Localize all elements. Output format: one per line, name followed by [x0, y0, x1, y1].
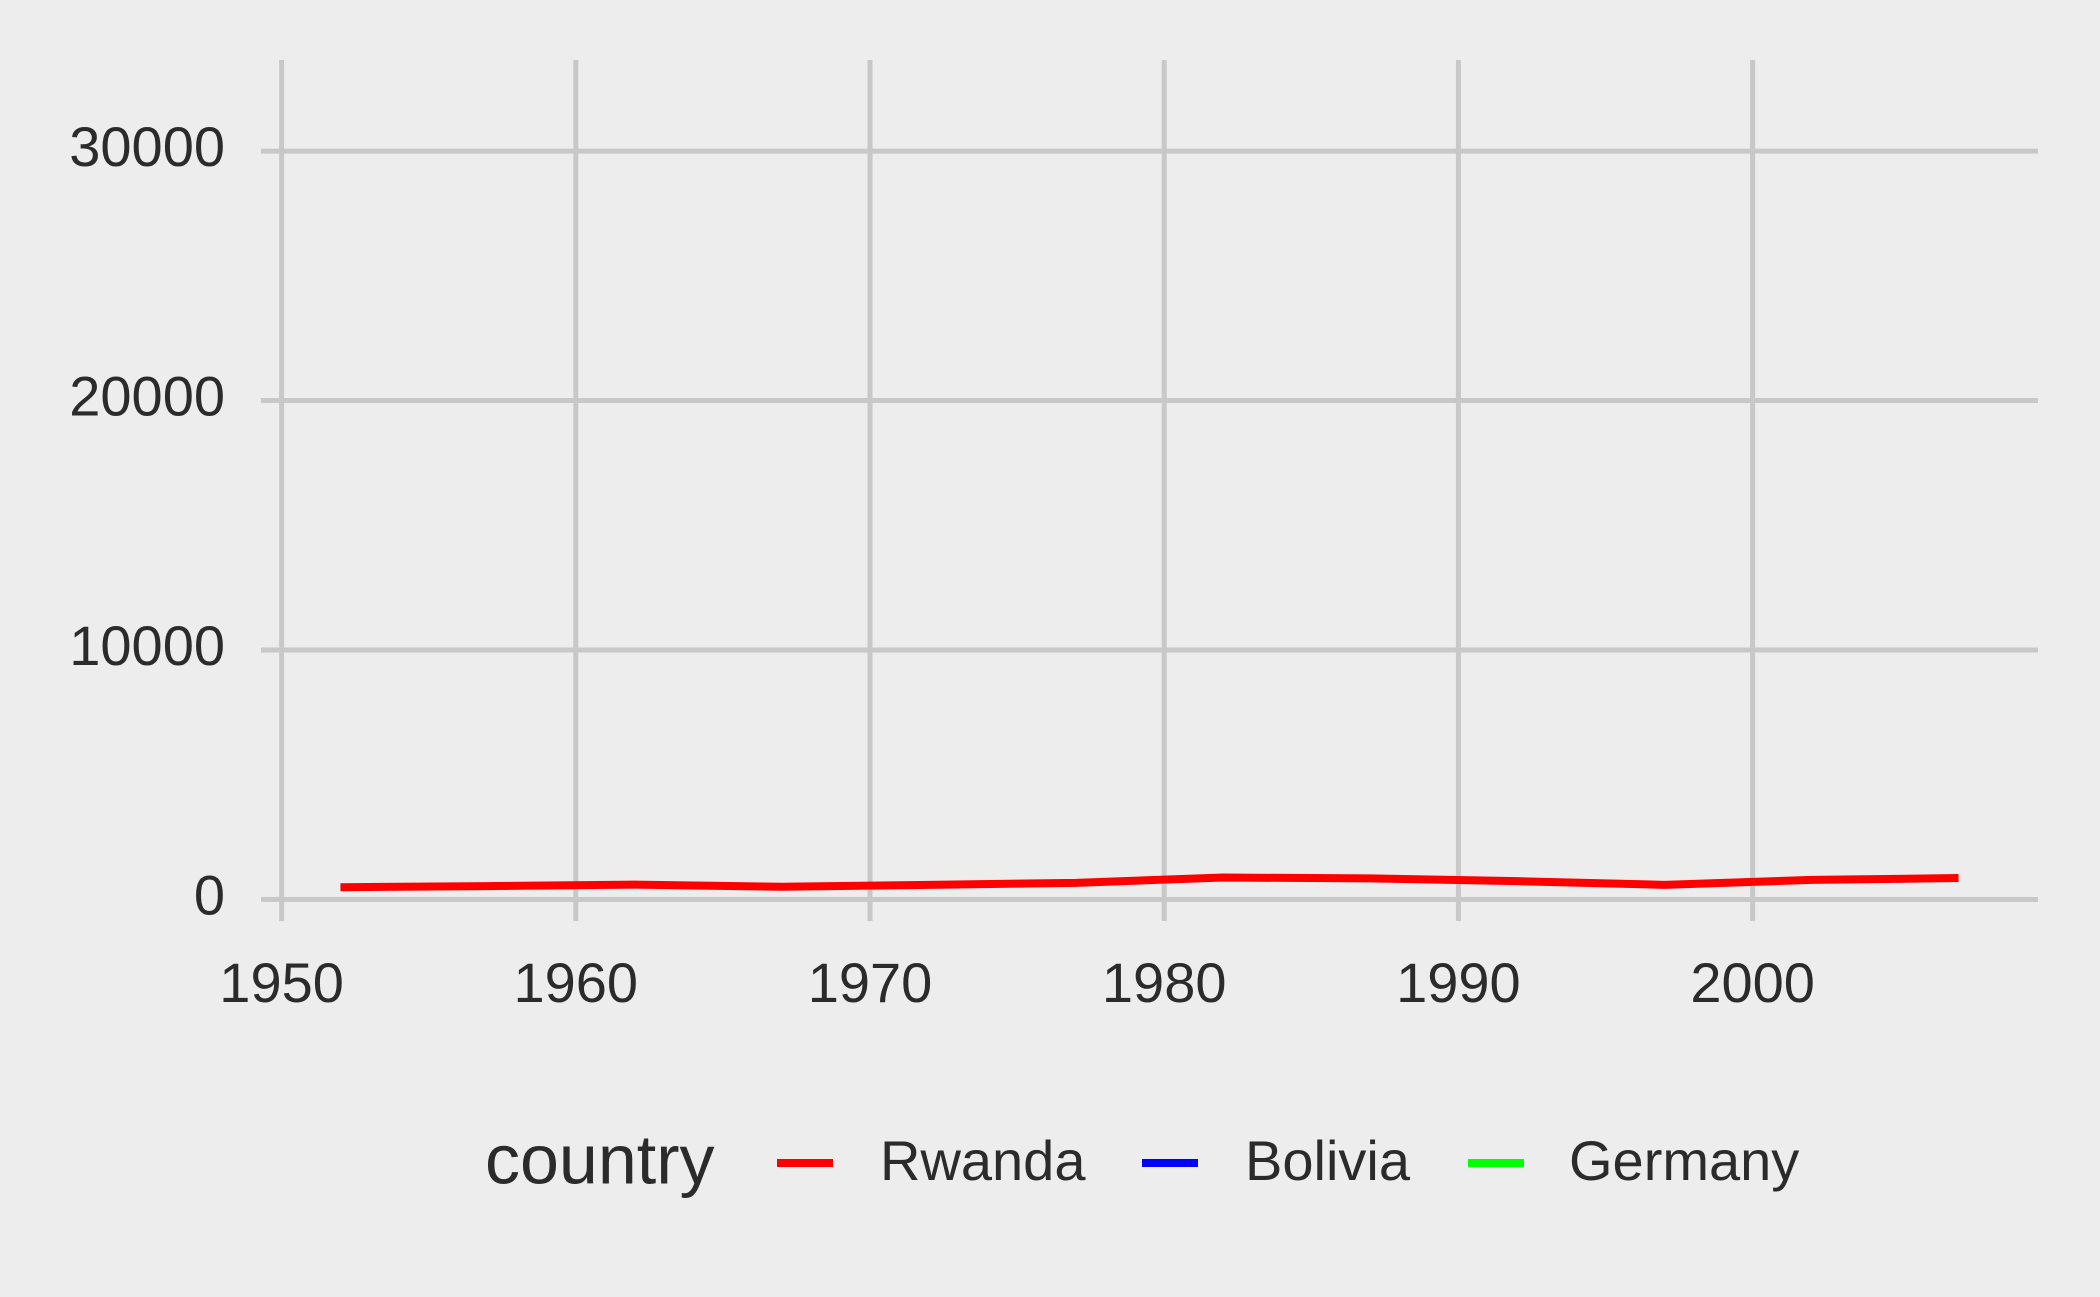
x-tick-label: 1950: [219, 951, 344, 1014]
legend-title: country: [485, 1120, 715, 1198]
x-tick-label: 1970: [808, 951, 933, 1014]
x-tick-label: 1980: [1102, 951, 1227, 1014]
y-tick-label: 10000: [69, 614, 225, 677]
y-tick-label: 30000: [69, 115, 225, 178]
series-line: [340, 873, 1959, 892]
x-tick-label: 1990: [1396, 951, 1521, 1014]
y-tick-label: 20000: [69, 364, 225, 427]
y-tick-label: 0: [194, 863, 225, 926]
x-tick-label: 1960: [514, 951, 639, 1014]
legend-label: Rwanda: [880, 1129, 1086, 1192]
legend-label: Germany: [1569, 1129, 1799, 1192]
legend-label: Bolivia: [1245, 1129, 1411, 1192]
x-tick-label: 2000: [1690, 951, 1815, 1014]
